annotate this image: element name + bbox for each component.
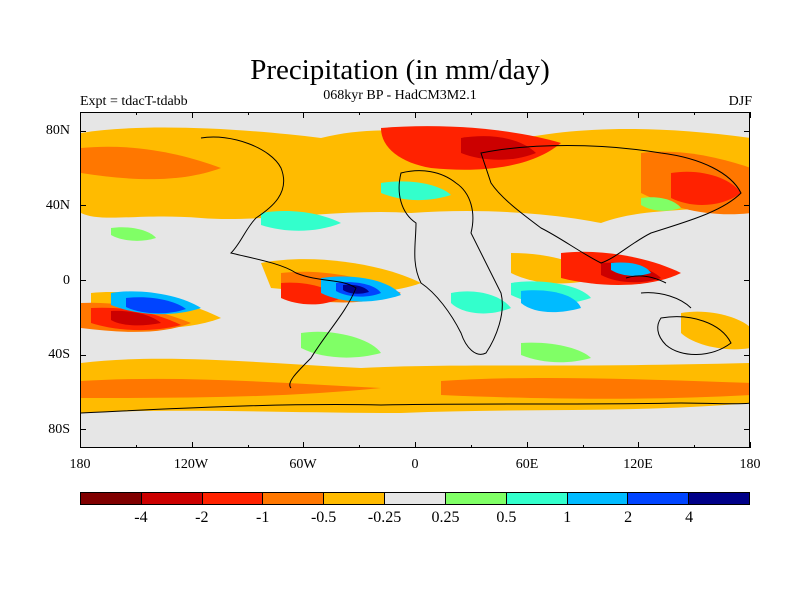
axis-tick bbox=[750, 442, 751, 448]
map-canvas bbox=[81, 126, 749, 414]
experiment-label: Expt = tdacT-tdabb bbox=[80, 94, 188, 109]
axis-tick bbox=[744, 429, 750, 430]
axis-tick bbox=[415, 442, 416, 448]
axis-tick bbox=[192, 112, 193, 118]
axis-tick bbox=[744, 355, 750, 356]
plot-subtitle: 068kyr BP - HadCM3M2.1 bbox=[323, 88, 477, 103]
colorbar-box bbox=[81, 493, 142, 504]
colorbar-label: 4 bbox=[685, 509, 694, 526]
season-label: DJF bbox=[728, 94, 752, 109]
axis-tick bbox=[744, 280, 750, 281]
axis-tick bbox=[694, 445, 695, 448]
axis-tick bbox=[527, 442, 528, 448]
axis-tick bbox=[638, 112, 639, 118]
colorbar-label: 1 bbox=[563, 509, 572, 526]
y-label-80s: 80S bbox=[48, 422, 70, 437]
x-label-60w: 60W bbox=[289, 457, 317, 472]
colorbar-box bbox=[263, 493, 325, 504]
axis-tick bbox=[471, 445, 472, 448]
x-label-180e: 180 bbox=[739, 457, 761, 472]
colorbar-box bbox=[567, 493, 629, 504]
colorbar bbox=[80, 492, 750, 505]
axis-tick bbox=[303, 112, 304, 118]
plot-title: Precipitation (in mm/day) bbox=[250, 54, 550, 86]
axis-tick bbox=[248, 445, 249, 448]
axis-tick bbox=[583, 445, 584, 448]
axis-tick bbox=[80, 205, 86, 206]
colorbar-box bbox=[385, 493, 446, 504]
colorbar-label: -4 bbox=[134, 509, 148, 526]
axis-tick bbox=[80, 355, 86, 356]
y-label-40n: 40N bbox=[45, 198, 70, 213]
coastlines bbox=[81, 136, 749, 414]
colorbar-label: -2 bbox=[195, 509, 209, 526]
colorbar-label: -0.5 bbox=[310, 509, 337, 526]
y-label-eq: 0 bbox=[63, 273, 70, 288]
colorbar-label: -1 bbox=[256, 509, 270, 526]
colorbar-label: 2 bbox=[624, 509, 633, 526]
axis-tick bbox=[136, 445, 137, 448]
axis-tick bbox=[192, 442, 193, 448]
axis-tick bbox=[744, 205, 750, 206]
y-label-40s: 40S bbox=[48, 347, 70, 362]
colorbar-label: 0.25 bbox=[431, 509, 460, 526]
x-label-120w: 120W bbox=[173, 457, 209, 472]
colorbar-box bbox=[628, 493, 690, 504]
axis-tick bbox=[80, 280, 86, 281]
axis-tick bbox=[583, 112, 584, 115]
axis-tick bbox=[694, 112, 695, 115]
axis-tick bbox=[80, 429, 86, 430]
axis-tick bbox=[303, 442, 304, 448]
axis-tick bbox=[638, 442, 639, 448]
axis-tick bbox=[136, 112, 137, 115]
axis-tick bbox=[248, 112, 249, 115]
colorbar-box bbox=[202, 493, 264, 504]
axis-tick bbox=[750, 112, 751, 118]
axis-tick bbox=[471, 112, 472, 115]
anomaly-green bbox=[111, 197, 681, 363]
colorbar-box bbox=[445, 493, 507, 504]
colorbar-box bbox=[141, 493, 203, 504]
x-label-120e: 120E bbox=[623, 457, 653, 472]
colorbar-box bbox=[689, 493, 749, 504]
axis-tick bbox=[80, 131, 86, 132]
axis-tick bbox=[80, 442, 81, 448]
x-label-60e: 60E bbox=[515, 457, 539, 472]
axis-tick bbox=[359, 112, 360, 115]
axis-tick bbox=[359, 445, 360, 448]
axis-tick bbox=[744, 131, 750, 132]
colorbar-box bbox=[506, 493, 568, 504]
x-label-180w: 180 bbox=[69, 457, 91, 472]
colorbar-label: 0.5 bbox=[496, 509, 517, 526]
colorbar-box bbox=[324, 493, 386, 504]
axis-tick bbox=[527, 112, 528, 118]
precipitation-map bbox=[80, 112, 750, 448]
axis-tick bbox=[80, 112, 81, 118]
y-label-80n: 80N bbox=[45, 123, 70, 138]
axis-tick bbox=[415, 112, 416, 118]
x-label-0: 0 bbox=[411, 457, 419, 472]
colorbar-label: -0.25 bbox=[367, 509, 402, 526]
